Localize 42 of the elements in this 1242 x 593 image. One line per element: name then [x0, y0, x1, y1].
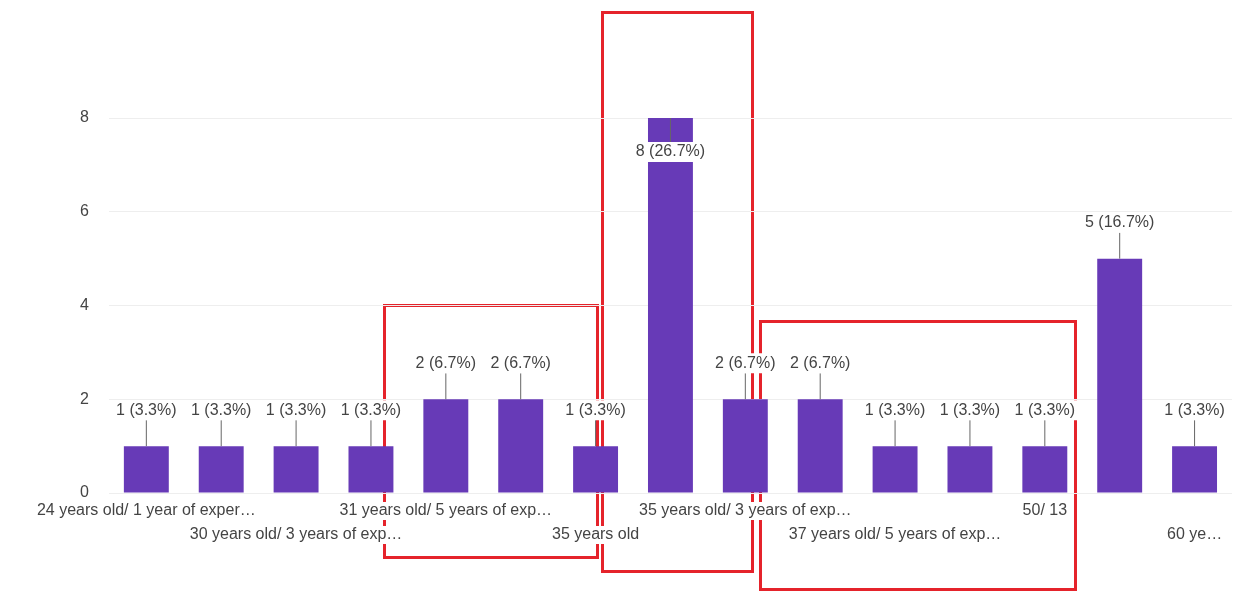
data-label: 5 (16.7%)	[1085, 213, 1155, 231]
data-label: 1 (3.3%)	[1014, 400, 1076, 418]
data-label: 1 (3.3%)	[864, 400, 926, 418]
data-label: 2 (6.7%)	[789, 353, 851, 371]
x-tick-label: 35 years old	[551, 525, 640, 543]
x-tick-label: 30 years old/ 3 years of exp…	[189, 525, 403, 543]
data-label: 1 (3.3%)	[1164, 400, 1225, 418]
data-label: 8 (26.7%)	[635, 142, 706, 160]
y-tick-label: 0	[79, 483, 89, 501]
data-label: 1 (3.3%)	[190, 400, 252, 418]
bar	[1022, 446, 1068, 493]
bar	[273, 446, 319, 493]
bar	[1097, 258, 1143, 493]
data-label: 1 (3.3%)	[340, 400, 402, 418]
x-tick-label: 35 years old/ 3 years of exp…	[639, 501, 852, 519]
data-label: 1 (3.3%)	[565, 400, 626, 418]
x-tick-label: 60 ye…	[1166, 525, 1223, 543]
y-tick-label: 2	[79, 389, 89, 407]
bar	[198, 446, 244, 493]
bar	[872, 446, 918, 493]
x-tick-label: 37 years old/ 5 years of exp…	[788, 525, 1002, 543]
bar	[498, 399, 544, 493]
bar	[573, 446, 619, 493]
bar	[797, 399, 843, 493]
bar	[722, 399, 768, 493]
bar	[1172, 446, 1218, 493]
data-label: 2 (6.7%)	[715, 353, 776, 371]
bar	[423, 399, 469, 493]
data-label: 1 (3.3%)	[116, 400, 177, 418]
data-label: 1 (3.3%)	[265, 400, 327, 418]
x-tick-label: 31 years old/ 5 years of exp…	[339, 501, 553, 519]
y-tick-label: 6	[79, 202, 89, 220]
x-tick-label: 24 years old/ 1 year of exper…	[36, 501, 256, 519]
x-tick-label: 50/ 13	[1022, 501, 1068, 519]
data-label: 2 (6.7%)	[415, 353, 477, 371]
y-tick-label: 4	[79, 295, 89, 313]
data-label: 1 (3.3%)	[939, 400, 1001, 418]
bar	[123, 446, 169, 493]
bar	[348, 446, 394, 493]
data-label: 2 (6.7%)	[490, 353, 551, 371]
y-tick-label: 8	[79, 108, 89, 126]
bar	[947, 446, 993, 493]
